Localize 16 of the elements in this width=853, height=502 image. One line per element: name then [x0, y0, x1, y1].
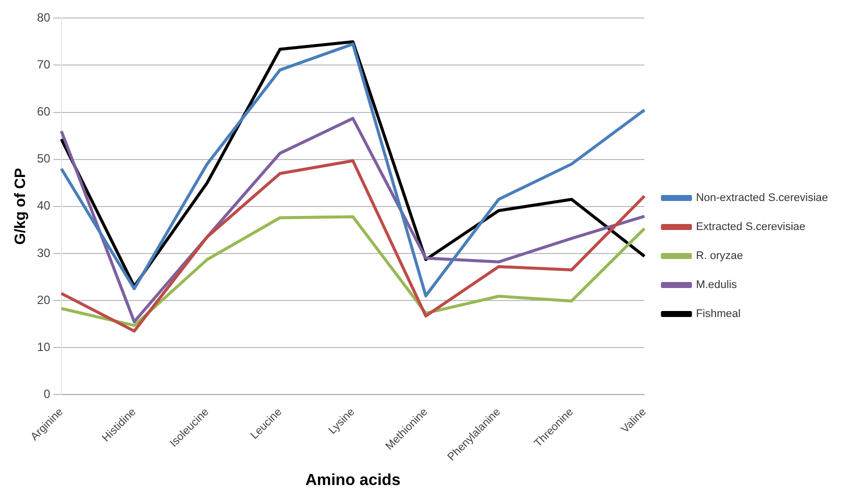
y-tick-label: 0	[44, 386, 51, 401]
legend-label: M.edulis	[696, 279, 738, 292]
legend-label: Fishmeal	[696, 308, 741, 320]
y-tick-label: 10	[36, 340, 51, 354]
y-tick-label: 40	[36, 198, 51, 213]
y-tick-label: 20	[36, 292, 51, 307]
legend-label: Extracted S.cerevisiae	[696, 221, 806, 234]
y-tick-label: 80	[36, 10, 51, 25]
y-tick-label: 70	[36, 58, 51, 72]
x-axis-title: Amino acids	[305, 472, 401, 489]
legend-label: R. oryzae	[696, 250, 744, 262]
y-tick-label: 30	[36, 246, 51, 260]
legend-label: Non-extracted S.cerevisiae	[696, 192, 828, 204]
y-axis-title: G/kg of CP	[12, 168, 30, 245]
y-tick-label: 50	[36, 152, 51, 166]
y-tick-label: 60	[36, 104, 51, 119]
